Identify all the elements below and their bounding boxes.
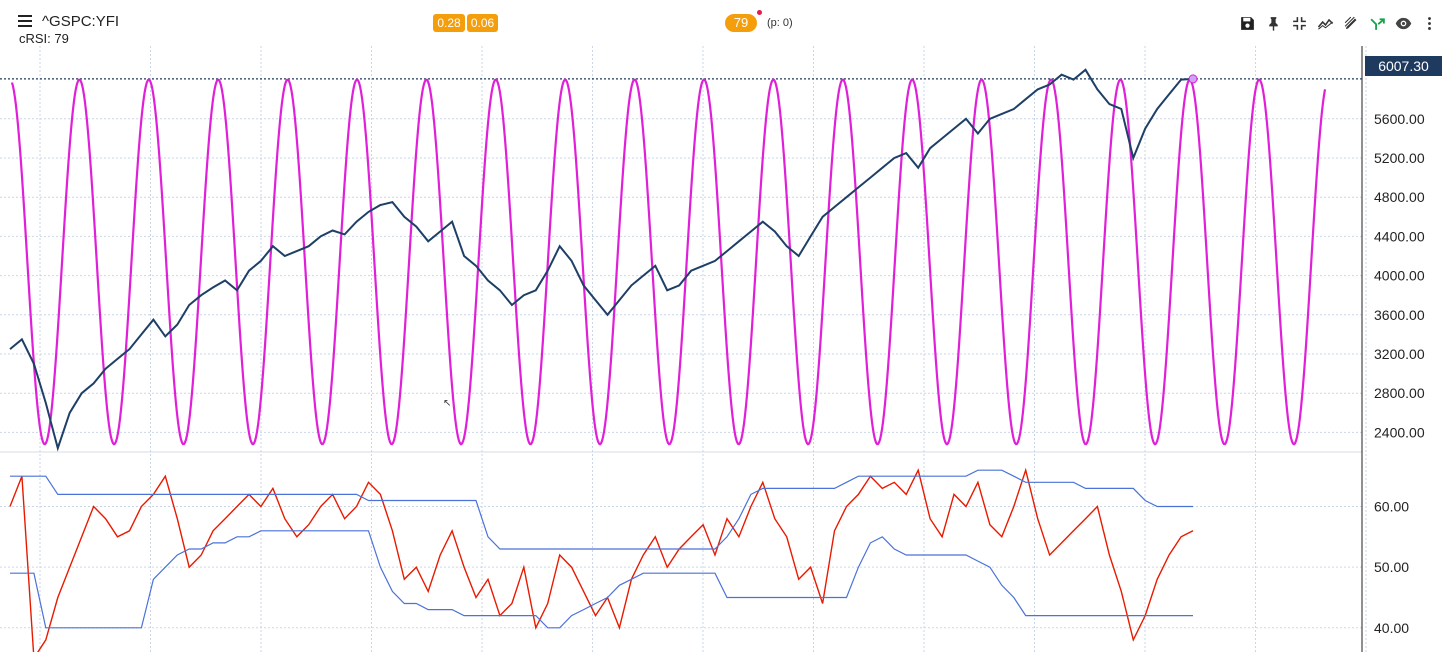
rsi-line bbox=[9, 467, 1194, 652]
toolbar bbox=[1239, 12, 1438, 34]
price-axis-tick-label: 3600.00 bbox=[1374, 307, 1425, 323]
rsi-panel bbox=[9, 467, 1194, 652]
alert-dot bbox=[757, 10, 762, 15]
price-axis-tick-label: 4000.00 bbox=[1374, 268, 1425, 284]
eye-icon[interactable] bbox=[1395, 12, 1412, 34]
price-axis-tick-label: 3200.00 bbox=[1374, 346, 1425, 362]
symbol-title[interactable]: ^GSPC:YFI bbox=[42, 13, 120, 30]
save-icon[interactable] bbox=[1239, 12, 1256, 34]
trend-icon[interactable] bbox=[1317, 12, 1334, 34]
upper-band-line bbox=[10, 469, 1193, 550]
cursor-icon: ↖ bbox=[443, 398, 452, 409]
rsi-axis-tick-label: 40.00 bbox=[1374, 620, 1409, 636]
price-axis: 5600.00 5200.00 4800.00 4400.00 4000.00 3600.… bbox=[1374, 111, 1425, 441]
price-axis-tick-label: 4800.00 bbox=[1374, 189, 1425, 205]
price-axis-tick-label: 5200.00 bbox=[1374, 150, 1425, 166]
price-axis-tick-label: 4400.00 bbox=[1374, 228, 1425, 244]
chart-header: ^GSPC:YFI cRSI: 79 0.28 0.06 79 (p: 0) bbox=[0, 0, 1456, 46]
menu-icon[interactable] bbox=[18, 15, 32, 27]
chart-grid bbox=[0, 46, 1367, 652]
draw-icon[interactable] bbox=[1343, 12, 1360, 34]
last-price-point bbox=[1188, 74, 1198, 84]
badge-value-c[interactable]: 79 bbox=[725, 14, 757, 32]
badge-value-a[interactable]: 0.28 bbox=[433, 14, 465, 32]
price-axis-tick-label: 2800.00 bbox=[1374, 385, 1425, 401]
period-label: (p: 0) bbox=[767, 17, 793, 29]
badge-value-b[interactable]: 0.06 bbox=[467, 14, 498, 32]
indicator-label: cRSI: 79 bbox=[19, 31, 69, 46]
more-icon[interactable] bbox=[1421, 12, 1438, 34]
rsi-axis-tick-label: 60.00 bbox=[1374, 499, 1409, 515]
pin-icon[interactable] bbox=[1265, 12, 1282, 34]
compress-icon[interactable] bbox=[1291, 12, 1308, 34]
fork-icon[interactable] bbox=[1369, 12, 1386, 34]
price-axis-tick-label: 5600.00 bbox=[1374, 111, 1425, 127]
price-axis-tick-label: 2400.00 bbox=[1374, 424, 1425, 440]
rsi-axis: 60.00 50.00 40.00 bbox=[1374, 499, 1409, 636]
last-price-tag: 6007.30 bbox=[1365, 56, 1442, 76]
cycle-series bbox=[10, 78, 1327, 446]
price-line bbox=[9, 68, 1194, 452]
cycle-line bbox=[10, 78, 1327, 446]
price-series bbox=[9, 68, 1198, 452]
lower-band-line bbox=[10, 530, 1193, 629]
rsi-axis-tick-label: 50.00 bbox=[1374, 559, 1409, 575]
